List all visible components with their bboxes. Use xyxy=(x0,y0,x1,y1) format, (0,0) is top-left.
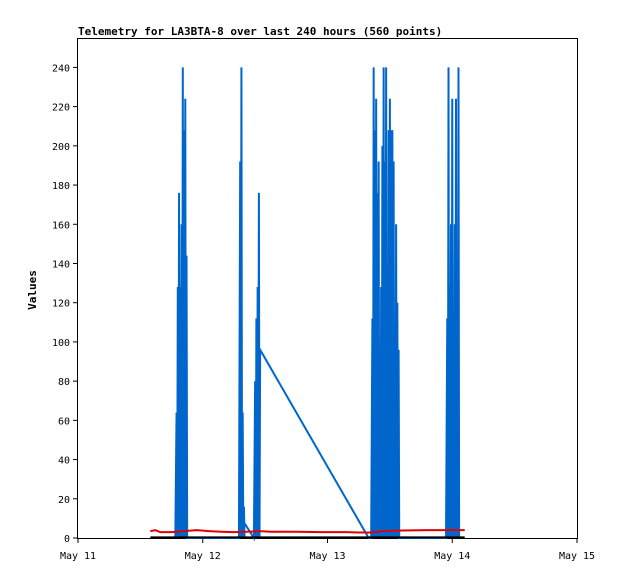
series-line-1 xyxy=(150,529,465,534)
y-tick-label: 80 xyxy=(58,377,70,388)
y-tick-label: 140 xyxy=(52,259,70,270)
x-tick-label: May 11 xyxy=(60,551,96,562)
y-tick-label: 160 xyxy=(52,220,70,231)
y-tick-label: 100 xyxy=(52,338,70,349)
series-layer xyxy=(150,67,465,542)
y-tick-label: 240 xyxy=(52,63,70,74)
y-axis-label: Values xyxy=(26,270,39,310)
y-tick-label: 0 xyxy=(64,534,70,545)
x-tick-label: May 15 xyxy=(559,551,595,562)
x-tick-label: May 12 xyxy=(185,551,221,562)
y-tick-label: 220 xyxy=(52,103,70,114)
y-tick-label: 40 xyxy=(58,456,70,467)
y-tick-label: 60 xyxy=(58,416,70,427)
series-line-0 xyxy=(174,67,461,542)
y-tick-label: 20 xyxy=(58,495,70,506)
chart-title: Telemetry for LA3BTA-8 over last 240 hou… xyxy=(78,25,442,38)
x-axis: May 11 May 12 May 13 May 14 May 15 xyxy=(60,538,595,562)
x-tick-label: May 13 xyxy=(309,551,345,562)
y-tick-label: 200 xyxy=(52,142,70,153)
y-axis: 0 20 40 60 80 100 120 140 160 180 200 220 240 xyxy=(52,63,78,545)
y-tick-label: 180 xyxy=(52,181,70,192)
plot-area-frame xyxy=(77,38,578,539)
x-tick-label: May 14 xyxy=(434,551,470,562)
y-tick-label: 120 xyxy=(52,299,70,310)
